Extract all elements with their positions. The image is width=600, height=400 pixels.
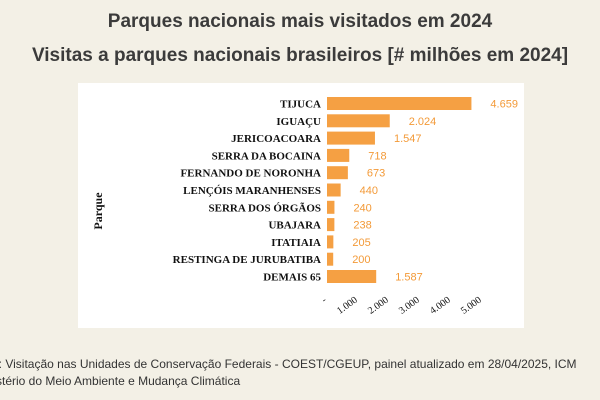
category-label: RESTINGA DE JURUBATIBA: [173, 254, 321, 266]
source-line-2: stério do Meio Ambiente e Mudança Climát…: [0, 374, 241, 388]
category-label: FERNANDO DE NORONHA: [180, 168, 321, 180]
bar: [327, 252, 334, 266]
value-label: 238: [353, 220, 371, 232]
y-axis-label: Parque: [91, 192, 105, 230]
value-label: 4.659: [490, 99, 518, 111]
bar: [327, 148, 350, 162]
value-label: 205: [352, 237, 370, 249]
category-label: LENÇÓIS MARANHENSES: [183, 185, 321, 197]
bar: [327, 235, 334, 249]
x-tick-label: 1.000: [335, 295, 360, 317]
category-label: IGUAÇU: [276, 116, 321, 128]
source-line-1: e: Visitação nas Unidades de Conservação…: [0, 357, 577, 371]
category-label: SERRA DOS ÓRGÃOS: [209, 202, 321, 214]
x-tick-label: 2.000: [366, 295, 391, 317]
value-label: 200: [352, 254, 370, 266]
value-label: 1.587: [395, 272, 423, 284]
value-label: 673: [367, 168, 385, 180]
x-tick-label: -: [320, 295, 329, 306]
chart-title: Parques nacionais mais visitados em 2024: [107, 11, 493, 32]
category-label: ITATIAIA: [271, 237, 321, 249]
category-label: TIJUCA: [280, 99, 321, 111]
value-label: 718: [368, 150, 386, 162]
category-label: UBAJARA: [268, 220, 321, 232]
bar: [327, 270, 377, 283]
bar: [327, 166, 348, 180]
category-label: SERRA DA BOCAINA: [212, 150, 321, 162]
chart-subtitle: Visitas a parques nacionais brasileiros …: [31, 45, 569, 66]
bar-chart: Parque TIJUCA 4.659 IGUAÇU 2.024 JERICOACOAR…: [91, 97, 518, 317]
value-label: 1.547: [394, 133, 422, 145]
bar: [327, 183, 341, 197]
category-label: DEMAIS 65: [263, 272, 321, 284]
x-tick-label: 3.000: [397, 295, 422, 317]
bar: [327, 97, 472, 110]
value-label: 440: [360, 185, 378, 197]
value-label: 240: [353, 202, 371, 214]
chart-panel: Parque TIJUCA 4.659 IGUAÇU 2.024 JERICOACOAR…: [78, 83, 524, 328]
bar: [327, 114, 390, 128]
x-tick-label: 4.000: [428, 295, 453, 317]
category-label: JERICOACOARA: [231, 133, 321, 145]
bar: [327, 200, 335, 214]
value-label: 2.024: [409, 116, 437, 128]
bar: [327, 218, 335, 232]
x-tick-label: 5.000: [459, 295, 484, 317]
bar: [327, 131, 375, 145]
